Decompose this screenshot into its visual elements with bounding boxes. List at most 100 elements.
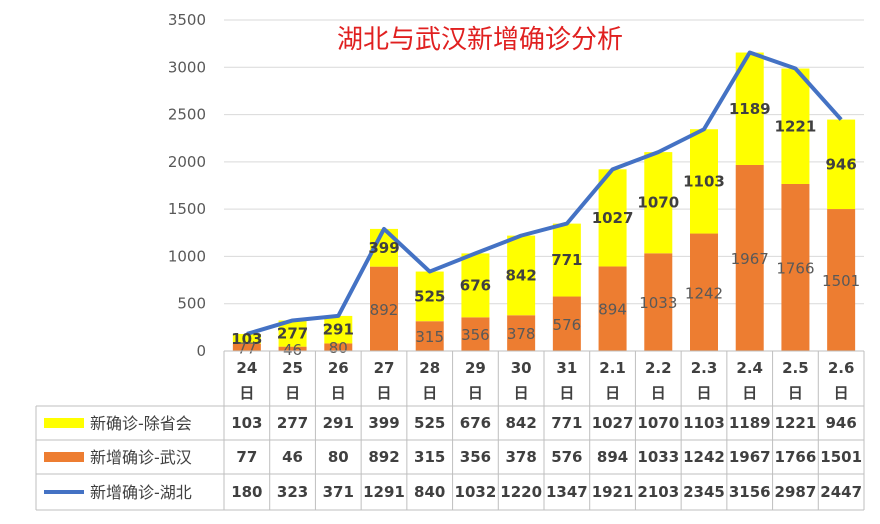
data-label-outside-capital: 771 — [551, 251, 582, 269]
data-label-wuhan: 77 — [237, 339, 256, 357]
data-label-wuhan: 315 — [415, 328, 444, 346]
table-cell: 1220 — [500, 483, 542, 501]
table-cell: 1967 — [729, 448, 771, 466]
data-label-outside-capital: 1070 — [637, 194, 679, 212]
y-tick-label: 2500 — [168, 106, 206, 124]
y-tick-label: 500 — [177, 295, 206, 313]
category-label: 日 — [651, 384, 666, 402]
table-cell: 676 — [460, 414, 491, 432]
data-table: 24 日 25 日 26 日 27 日 28 日 29 日 30 日 31 日 2.1 日 2.2 日 2.3 日 2.4 日… — [35, 350, 865, 511]
data-label-outside-capital: 291 — [323, 321, 354, 339]
bar-outside-capital — [507, 235, 536, 316]
table-cell: 840 — [414, 483, 445, 501]
table-cell: 277 — [277, 414, 308, 432]
data-label-outside-capital: 1189 — [729, 100, 771, 118]
data-label-wuhan: 356 — [461, 326, 490, 344]
bar-wuhan — [324, 343, 353, 351]
category-label: 2.3 — [691, 359, 718, 377]
table-cell: 323 — [277, 483, 308, 501]
bar-wuhan — [232, 343, 261, 351]
table-cell: 2345 — [683, 483, 725, 501]
category-label: 日 — [468, 384, 483, 402]
bar-outside-capital — [827, 119, 856, 210]
bar-outside-capital — [781, 68, 810, 184]
category-label: 26 — [328, 359, 349, 377]
legend-label: 新增确诊-湖北 — [90, 483, 192, 502]
table-cell: 80 — [328, 448, 349, 466]
table-cell: 1766 — [775, 448, 817, 466]
data-label-wuhan: 1501 — [822, 272, 860, 290]
table-cell: 1103 — [683, 414, 725, 432]
table-cell: 1921 — [592, 483, 634, 501]
legend-key-bar — [44, 418, 84, 428]
data-label-outside-capital: 1027 — [592, 209, 634, 227]
y-tick-label: 3000 — [168, 58, 206, 76]
table-cell: 315 — [414, 448, 445, 466]
chart-title: 湖北与武汉新增确诊分析 — [337, 25, 623, 55]
table-cell: 1070 — [637, 414, 679, 432]
category-label: 2.6 — [828, 359, 855, 377]
category-label: 2.2 — [645, 359, 672, 377]
data-label-outside-capital: 103 — [231, 330, 262, 348]
table-cell: 892 — [368, 448, 399, 466]
table-cell: 1027 — [592, 414, 634, 432]
bar-wuhan — [507, 315, 536, 351]
table-cell: 576 — [551, 448, 582, 466]
bar-outside-capital — [461, 253, 490, 318]
table-cell: 842 — [505, 414, 536, 432]
bar-outside-capital — [552, 223, 581, 297]
table-cell: 399 — [368, 414, 399, 432]
table-cell: 77 — [236, 448, 257, 466]
table-cell: 103 — [231, 414, 262, 432]
data-label-wuhan: 1766 — [776, 259, 814, 277]
category-label: 28 — [419, 359, 440, 377]
category-label: 31 — [556, 359, 577, 377]
table-cell: 525 — [414, 414, 445, 432]
category-label: 日 — [331, 384, 346, 402]
category-label: 25 — [282, 359, 303, 377]
category-label: 2.4 — [736, 359, 763, 377]
data-label-wuhan: 1033 — [639, 294, 677, 312]
category-label: 日 — [696, 384, 711, 402]
category-label: 2.1 — [599, 359, 626, 377]
line-series — [246, 50, 843, 336]
bar-wuhan — [278, 346, 307, 351]
data-label-outside-capital: 525 — [414, 287, 445, 305]
category-label: 30 — [511, 359, 532, 377]
line-hubei — [246, 50, 843, 336]
y-tick-label: 1000 — [168, 247, 206, 265]
data-label-outside-capital: 399 — [368, 239, 399, 257]
legend-label: 新确诊-除省会 — [90, 414, 192, 433]
table-cell: 180 — [231, 483, 262, 501]
table-cell: 1501 — [820, 448, 862, 466]
table-cell: 1242 — [683, 448, 725, 466]
bar-wuhan — [415, 321, 444, 351]
bar-outside-capital — [598, 169, 627, 267]
data-label-outside-capital: 1103 — [683, 172, 725, 190]
bars — [232, 52, 856, 351]
bar-wuhan — [461, 317, 490, 351]
table-cell: 771 — [551, 414, 582, 432]
y-tick-label: 1500 — [168, 200, 206, 218]
data-label-wuhan: 1242 — [685, 284, 723, 302]
bar-outside-capital — [232, 333, 261, 344]
category-label: 日 — [788, 384, 803, 402]
category-label: 2.5 — [782, 359, 809, 377]
table-cell: 291 — [323, 414, 354, 432]
bar-outside-capital — [415, 271, 444, 322]
bar-wuhan — [552, 296, 581, 351]
category-label: 24 — [236, 359, 257, 377]
category-label: 29 — [465, 359, 486, 377]
table-cell: 1189 — [729, 414, 771, 432]
data-label-outside-capital: 842 — [505, 266, 536, 284]
bar-wuhan — [598, 266, 627, 351]
category-label: 日 — [834, 384, 849, 402]
category-label: 日 — [559, 384, 574, 402]
y-tick-label: 2000 — [168, 153, 206, 171]
bar-outside-capital — [644, 152, 673, 254]
category-label: 日 — [422, 384, 437, 402]
bar-wuhan — [370, 266, 398, 351]
data-label-outside-capital: 277 — [277, 325, 308, 343]
table-cell: 2987 — [775, 483, 817, 501]
